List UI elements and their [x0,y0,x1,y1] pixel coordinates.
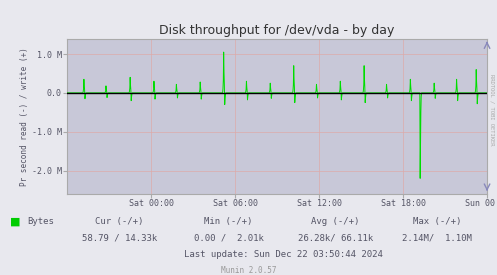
Text: Bytes: Bytes [27,217,54,226]
Text: 0.00 /  2.01k: 0.00 / 2.01k [194,233,263,242]
Text: ■: ■ [10,216,20,226]
Text: Cur (-/+): Cur (-/+) [95,217,144,226]
Text: Munin 2.0.57: Munin 2.0.57 [221,266,276,274]
Text: Last update: Sun Dec 22 03:50:44 2024: Last update: Sun Dec 22 03:50:44 2024 [184,250,383,259]
Text: 58.79 / 14.33k: 58.79 / 14.33k [82,233,157,242]
Text: Avg (-/+): Avg (-/+) [311,217,360,226]
Text: RRDTOOL / TOBI OETIKER: RRDTOOL / TOBI OETIKER [490,74,495,146]
Text: Max (-/+): Max (-/+) [413,217,462,226]
Text: Min (-/+): Min (-/+) [204,217,253,226]
Text: 26.28k/ 66.11k: 26.28k/ 66.11k [298,233,373,242]
Y-axis label: Pr second read (-) / write (+): Pr second read (-) / write (+) [20,47,29,186]
Text: 2.14M/  1.10M: 2.14M/ 1.10M [403,233,472,242]
Title: Disk throughput for /dev/vda - by day: Disk throughput for /dev/vda - by day [160,24,395,37]
